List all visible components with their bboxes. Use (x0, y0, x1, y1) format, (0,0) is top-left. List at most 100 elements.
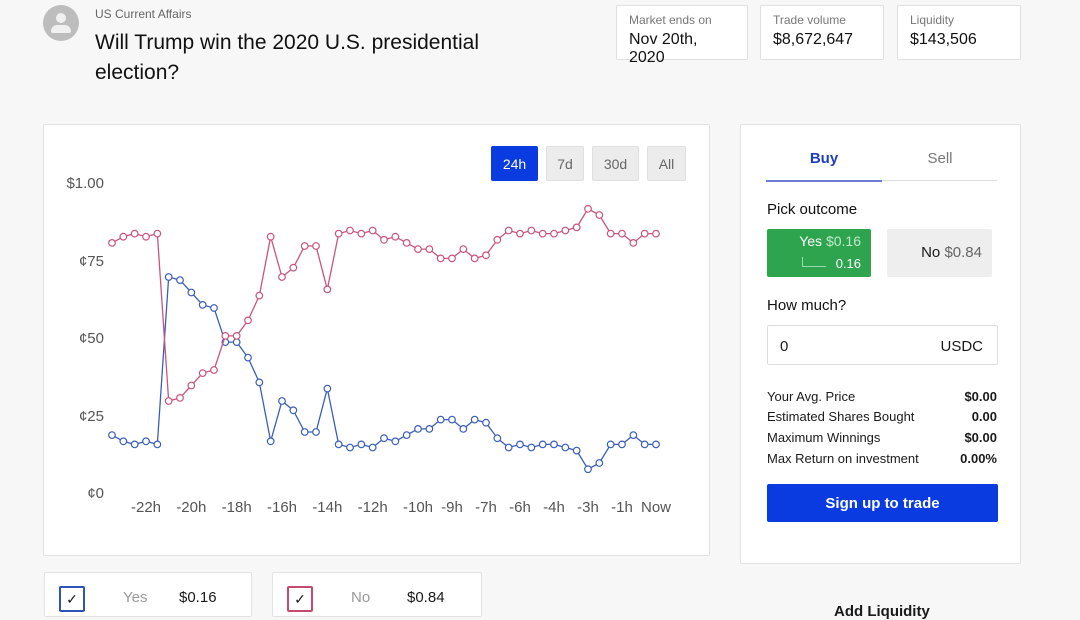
data-point-no[interactable] (357, 229, 366, 238)
data-point-yes[interactable] (425, 425, 434, 433)
data-point-no[interactable] (414, 245, 422, 254)
data-point-yes[interactable] (130, 440, 139, 449)
data-point-yes[interactable] (584, 465, 592, 474)
data-point-no[interactable] (493, 235, 502, 244)
data-point-no[interactable] (436, 254, 445, 263)
data-point-yes[interactable] (255, 378, 264, 387)
data-point-no[interactable] (538, 229, 547, 238)
tab-sell[interactable]: Sell (927, 150, 953, 167)
data-point-yes[interactable] (618, 440, 626, 449)
data-point-no[interactable] (255, 291, 264, 300)
data-point-no[interactable] (232, 332, 241, 340)
data-point-yes[interactable] (391, 437, 400, 446)
data-point-no[interactable] (584, 204, 592, 213)
data-point-no[interactable] (482, 251, 490, 260)
data-point-yes[interactable] (538, 440, 547, 449)
data-point-no[interactable] (629, 238, 638, 247)
amount-input[interactable]: 0 USDC (767, 325, 998, 365)
data-point-yes[interactable] (164, 273, 173, 281)
data-point-yes[interactable] (595, 459, 604, 467)
data-point-no[interactable] (164, 397, 173, 405)
data-point-yes[interactable] (300, 428, 309, 436)
data-point-yes[interactable] (436, 415, 445, 424)
data-point-no[interactable] (504, 226, 513, 235)
range-7d-button[interactable]: 7d (546, 146, 584, 181)
data-point-yes[interactable] (459, 425, 468, 433)
data-point-no[interactable] (221, 332, 230, 340)
data-point-yes[interactable] (312, 428, 320, 436)
outcome-yes-button[interactable]: Yes $0.16 0.16 (767, 229, 871, 277)
data-point-no[interactable] (527, 226, 536, 235)
data-point-no[interactable] (652, 229, 660, 238)
data-point-yes[interactable] (266, 437, 275, 446)
data-point-no[interactable] (244, 316, 252, 325)
data-point-yes[interactable] (516, 440, 524, 449)
range-24h-button[interactable]: 24h (491, 146, 538, 181)
data-point-no[interactable] (572, 223, 581, 232)
checkbox-no[interactable]: ✓ (287, 586, 313, 612)
data-point-yes[interactable] (198, 301, 207, 309)
data-point-no[interactable] (176, 394, 184, 402)
data-point-no[interactable] (198, 369, 207, 378)
data-point-no[interactable] (210, 366, 218, 374)
data-point-no[interactable] (606, 229, 615, 238)
data-point-no[interactable] (334, 229, 343, 238)
range-30d-button[interactable]: 30d (592, 146, 639, 181)
data-point-yes[interactable] (482, 418, 490, 427)
data-point-no[interactable] (470, 254, 479, 263)
data-point-yes[interactable] (289, 406, 298, 415)
data-point-yes[interactable] (527, 443, 536, 452)
data-point-yes[interactable] (153, 440, 162, 449)
data-point-no[interactable] (300, 242, 309, 250)
data-point-no[interactable] (550, 229, 558, 238)
data-point-yes[interactable] (652, 440, 660, 449)
data-point-yes[interactable] (448, 415, 456, 424)
legend-yes[interactable]: ✓ Yes $0.16 (44, 572, 252, 617)
data-point-no[interactable] (289, 263, 298, 272)
data-point-no[interactable] (323, 285, 332, 294)
data-point-yes[interactable] (278, 397, 286, 405)
data-point-no[interactable] (187, 381, 196, 390)
range-all-button[interactable]: All (647, 146, 686, 181)
data-point-no[interactable] (380, 235, 388, 244)
data-point-no[interactable] (130, 229, 139, 238)
data-point-no[interactable] (142, 232, 150, 241)
data-point-yes[interactable] (561, 443, 570, 452)
data-point-no[interactable] (402, 238, 411, 247)
data-point-yes[interactable] (187, 288, 196, 297)
data-point-yes[interactable] (142, 437, 150, 446)
data-point-no[interactable] (368, 226, 377, 235)
data-point-yes[interactable] (346, 443, 354, 452)
data-point-yes[interactable] (357, 440, 366, 449)
data-point-yes[interactable] (493, 434, 502, 443)
data-point-no[interactable] (516, 229, 524, 238)
data-point-no[interactable] (153, 229, 162, 238)
data-point-no[interactable] (595, 211, 604, 219)
data-point-yes[interactable] (108, 431, 116, 440)
data-point-no[interactable] (561, 226, 570, 235)
data-point-no[interactable] (346, 226, 354, 235)
data-point-yes[interactable] (244, 353, 252, 362)
data-point-yes[interactable] (470, 415, 479, 424)
data-point-yes[interactable] (504, 443, 513, 452)
data-point-yes[interactable] (414, 425, 422, 433)
data-point-yes[interactable] (334, 440, 343, 449)
data-point-yes[interactable] (572, 446, 581, 455)
data-point-no[interactable] (618, 229, 626, 238)
data-point-yes[interactable] (402, 431, 411, 440)
data-point-no[interactable] (459, 245, 468, 254)
data-point-yes[interactable] (640, 440, 649, 449)
sign-up-button[interactable]: Sign up to trade (767, 484, 998, 522)
data-point-no[interactable] (312, 242, 320, 250)
data-point-yes[interactable] (176, 276, 184, 285)
data-point-no[interactable] (119, 232, 128, 241)
legend-no[interactable]: ✓ No $0.84 (272, 572, 482, 617)
data-point-no[interactable] (108, 238, 116, 247)
data-point-yes[interactable] (550, 440, 558, 449)
data-point-yes[interactable] (368, 443, 377, 452)
data-point-no[interactable] (391, 232, 400, 241)
data-point-yes[interactable] (119, 437, 128, 446)
data-point-yes[interactable] (629, 431, 638, 440)
data-point-no[interactable] (425, 245, 434, 254)
checkbox-yes[interactable]: ✓ (59, 586, 85, 612)
